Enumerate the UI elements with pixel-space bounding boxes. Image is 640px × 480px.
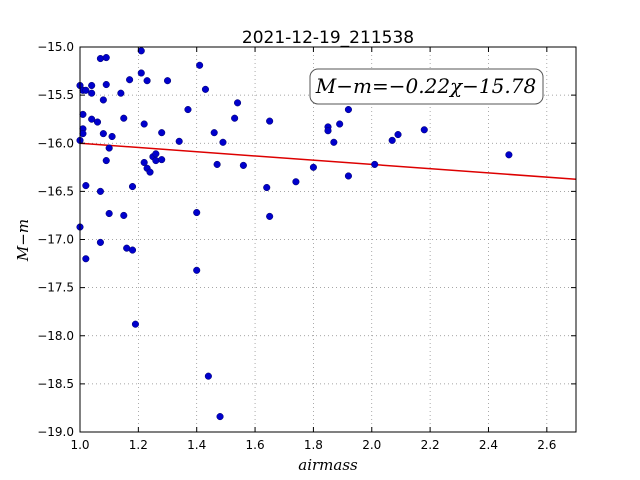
data-point [234,99,242,107]
data-point [140,120,148,128]
data-point [193,209,201,217]
data-point [96,187,104,195]
data-point [96,55,104,63]
data-point [105,144,113,152]
data-point [388,136,396,144]
y-tick-labels: −15.0 −15.5 −16.0 −16.5 −17.0 −17.5 −18.0 −18.5… [37,40,74,439]
data-point [131,320,139,328]
data-point [420,126,428,134]
data-point [126,76,134,84]
data-point [120,211,128,219]
y-tick-label: −18.0 [37,329,74,343]
data-point [152,157,160,165]
data-point [102,54,110,62]
x-tick-label: 1.6 [246,438,265,452]
data-point [344,106,352,114]
data-point [82,255,90,263]
x-tick-label: 1.4 [187,438,206,452]
data-point [204,372,212,380]
x-tick-label: 2.0 [362,438,381,452]
data-point [336,120,344,128]
data-point [99,130,107,138]
data-point [137,69,145,77]
data-point [96,238,104,246]
data-point [266,117,274,125]
data-point [128,246,137,254]
x-tick-label: 2.2 [421,438,440,452]
fit-line [79,142,577,180]
data-point [82,86,90,94]
data-point [201,85,210,93]
data-point [102,80,110,89]
data-point [196,61,204,69]
annotation-box [309,68,544,105]
x-tick-label: 1.0 [70,438,89,452]
axis-ticks [79,46,576,433]
y-tick-label: −19.0 [37,425,74,439]
data-point [263,183,271,192]
x-tick-label: 1.2 [129,438,148,452]
data-point [108,132,116,141]
data-point [309,163,317,171]
data-point [216,413,224,421]
annotation-text: M−m=−0.22χ−15.78 [315,74,536,98]
data-point [371,160,379,168]
data-point [324,127,332,135]
data-point [143,77,151,85]
data-point [394,131,402,139]
data-point [266,212,274,220]
data-point [105,209,113,218]
y-tick-label: −15.5 [37,88,74,102]
x-tick-label: 2.4 [479,438,498,452]
data-point [88,89,96,97]
data-point [117,89,125,97]
data-point [79,130,87,138]
data-point [140,158,148,167]
y-tick-label: −17.5 [37,281,74,295]
data-point [146,168,154,176]
fit-line-layer [79,142,577,180]
data-point [93,118,102,126]
data-point [344,172,352,180]
data-point [231,114,239,122]
data-point [137,47,145,55]
data-point [330,138,338,146]
data-point [158,156,166,164]
data-point [239,161,247,169]
x-tick-labels: 1.0 1.2 1.4 1.6 1.8 2.0 2.2 2.4 2.6 [70,438,556,452]
data-point [193,266,201,274]
data-point [99,96,107,104]
x-tick-label: 1.8 [304,438,323,452]
data-point [210,129,218,137]
data-point [292,178,300,186]
y-tick-label: −17.0 [37,233,74,247]
y-tick-label: −16.5 [37,184,74,198]
y-axis-label: M−m [14,219,32,262]
data-point [184,106,192,114]
data-point [88,115,96,123]
y-tick-label: −18.5 [37,377,74,391]
data-point [128,183,137,191]
data-point [102,157,110,165]
chart-title: 2021-12-19_211538 [242,28,414,48]
y-tick-label: −16.0 [37,136,74,150]
y-tick-label: −15.0 [37,40,74,54]
fit-annotation: M−m=−0.22χ−15.78 [309,68,544,105]
data-point [152,150,160,158]
data-point [158,129,166,137]
data-point [88,81,96,90]
data-point [219,138,227,146]
data-point [120,114,128,122]
x-axis-label: airmass [298,456,358,474]
data-point [505,151,513,159]
data-point [213,160,221,168]
x-tick-label: 2.6 [537,438,556,452]
data-point [175,137,183,145]
data-point [82,182,90,190]
data-point [163,77,172,85]
data-point [79,110,87,118]
